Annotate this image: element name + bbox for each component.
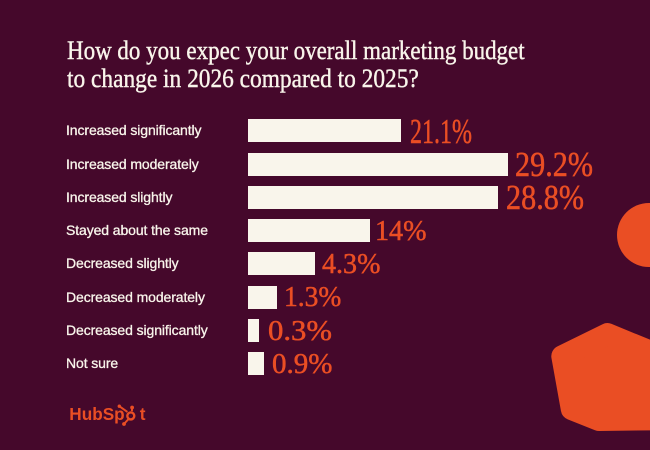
svg-text:HubSp: HubSp [69, 404, 124, 424]
svg-text:t: t [140, 404, 146, 424]
